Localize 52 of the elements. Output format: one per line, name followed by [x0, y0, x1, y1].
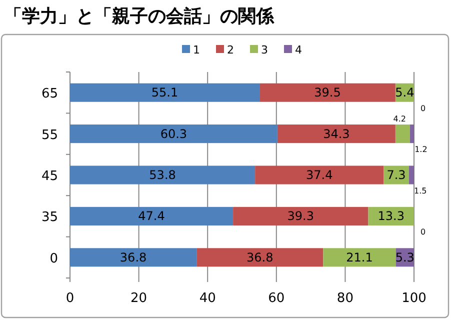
bar — [323, 248, 396, 267]
bar — [233, 206, 368, 226]
legend-label: 1 — [193, 44, 200, 56]
bar — [260, 83, 396, 102]
chart-title: 「学力」と「親子の会話」の関係 — [4, 6, 275, 27]
data-label: 37.4 — [306, 168, 333, 182]
data-label: 60.3 — [160, 126, 188, 141]
y-tick-label: 55 — [41, 128, 58, 143]
y-tick-label: 65 — [41, 86, 58, 102]
y-tick-label: 35 — [41, 210, 58, 226]
bar — [196, 248, 324, 267]
x-tick-label: 80 — [336, 291, 354, 306]
legend-label: 3 — [261, 44, 268, 56]
y-tick-label: 0 — [50, 251, 58, 266]
data-label: 39.3 — [287, 209, 314, 224]
data-label: 47.4 — [138, 209, 165, 224]
data-label: 1.2 — [414, 145, 428, 154]
x-tick-label: 20 — [130, 291, 148, 306]
data-label: 55.1 — [151, 86, 178, 100]
bar — [410, 124, 414, 144]
data-label: 36.8 — [246, 250, 274, 264]
data-label: 1.5 — [414, 186, 427, 196]
data-label: 13.3 — [378, 209, 404, 224]
bar — [277, 124, 396, 144]
legend-label: 4 — [295, 44, 302, 56]
data-label: 39.5 — [314, 86, 341, 100]
bar — [70, 206, 234, 226]
data-label: 4.2 — [393, 114, 406, 124]
data-label: 7.3 — [386, 168, 406, 182]
bar — [408, 166, 414, 184]
bar — [70, 166, 256, 184]
x-tick-label: 40 — [199, 291, 216, 306]
data-label: 0 — [420, 104, 426, 113]
bar — [255, 166, 384, 184]
data-label: 5.4 — [395, 86, 414, 100]
x-tick-label: 0 — [66, 291, 74, 306]
bar — [70, 248, 197, 267]
data-label: 34.3 — [323, 126, 350, 141]
bar — [70, 124, 278, 144]
bar — [368, 206, 414, 226]
x-tick-label: 100 — [402, 291, 426, 306]
bar — [395, 124, 410, 144]
data-label: 36.8 — [120, 250, 147, 264]
legend-label: 2 — [227, 44, 234, 56]
data-label: 53.8 — [149, 168, 176, 182]
data-label: 5.3 — [395, 250, 414, 264]
bar — [384, 166, 409, 184]
data-label: 21.1 — [346, 250, 373, 264]
y-tick-label: 45 — [41, 169, 58, 184]
data-label: 0 — [420, 227, 426, 236]
x-tick-label: 60 — [268, 291, 285, 306]
bar — [70, 83, 260, 102]
